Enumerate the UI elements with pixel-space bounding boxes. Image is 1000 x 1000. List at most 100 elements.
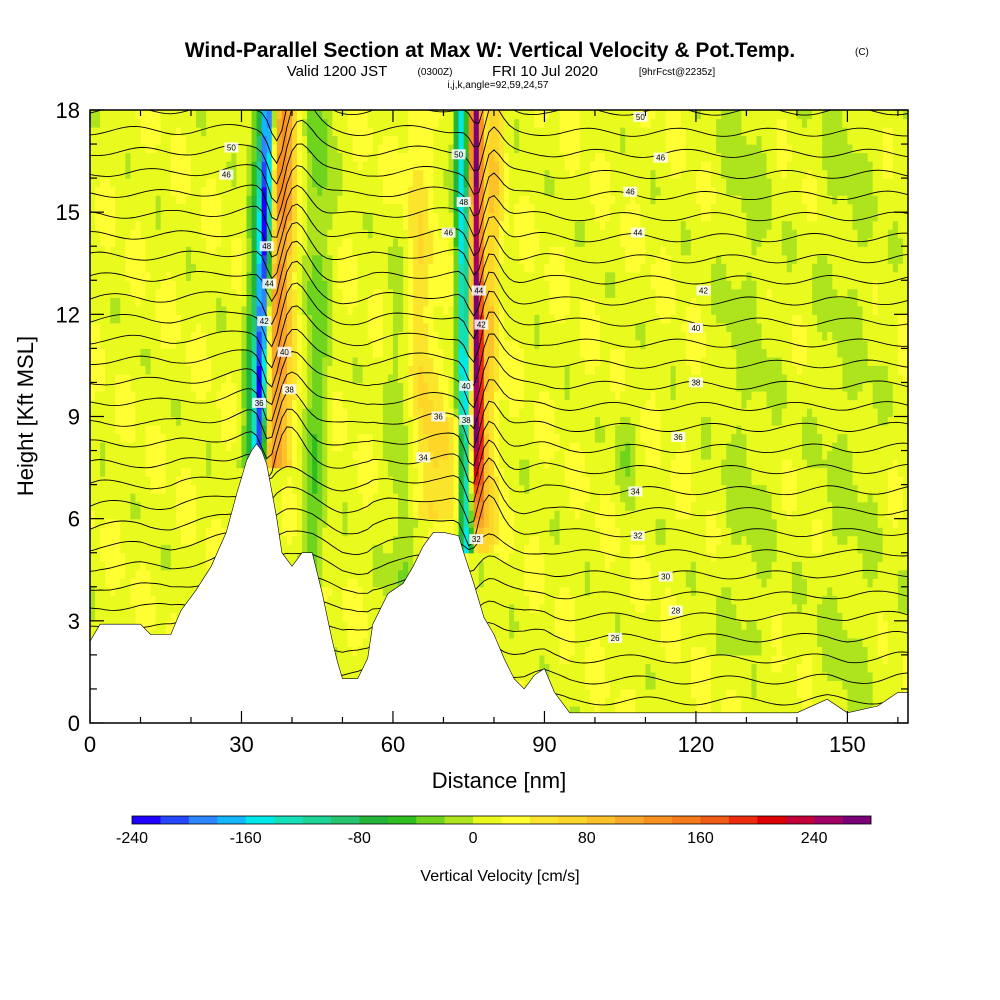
velocity-cell <box>322 314 328 324</box>
velocity-cell <box>175 578 182 588</box>
velocity-cell <box>312 144 318 154</box>
velocity-cell <box>90 493 96 503</box>
velocity-cell <box>201 229 207 239</box>
velocity-cell <box>398 280 404 290</box>
velocity-cell <box>281 501 288 511</box>
velocity-cell <box>347 161 354 171</box>
velocity-cell <box>367 229 374 239</box>
velocity-cell <box>246 288 253 298</box>
velocity-cell <box>206 246 212 256</box>
velocity-cell <box>90 569 96 579</box>
velocity-cell <box>317 578 323 588</box>
velocity-cell <box>281 450 288 460</box>
velocity-cell <box>140 305 147 315</box>
velocity-cell <box>392 501 399 511</box>
velocity-cell <box>120 356 126 367</box>
velocity-cell <box>231 186 238 196</box>
velocity-cell <box>216 178 222 188</box>
velocity-cell <box>312 390 318 401</box>
velocity-cell <box>165 135 172 145</box>
velocity-cell <box>297 535 303 545</box>
velocity-cell <box>185 527 192 537</box>
velocity-cell <box>110 263 116 273</box>
velocity-cell <box>332 578 339 588</box>
velocity-cell <box>110 331 116 341</box>
velocity-cell <box>367 535 374 545</box>
velocity-cell <box>322 169 328 179</box>
velocity-cell <box>206 254 212 264</box>
velocity-cell <box>145 450 152 460</box>
velocity-cell <box>175 552 182 562</box>
velocity-cell <box>352 237 359 247</box>
velocity-cell <box>413 229 419 239</box>
velocity-cell <box>271 203 278 213</box>
velocity-cell <box>372 612 379 622</box>
velocity-cell <box>337 654 344 664</box>
velocity-cell <box>392 518 399 528</box>
velocity-cell <box>398 450 404 460</box>
velocity-cell <box>201 382 207 392</box>
velocity-cell <box>408 212 414 222</box>
velocity-cell <box>196 399 202 409</box>
velocity-cell <box>256 442 263 452</box>
velocity-cell <box>190 501 197 511</box>
velocity-cell <box>423 110 429 120</box>
velocity-cell <box>211 510 217 520</box>
velocity-cell <box>201 518 207 528</box>
velocity-cell <box>170 178 177 188</box>
velocity-cell <box>403 288 409 298</box>
velocity-cell <box>362 144 369 154</box>
velocity-cell <box>110 254 116 264</box>
velocity-cell <box>95 229 101 239</box>
velocity-cell <box>170 271 177 281</box>
velocity-cell <box>392 246 399 256</box>
velocity-cell <box>372 348 379 358</box>
velocity-cell <box>403 339 409 349</box>
velocity-cell <box>312 459 318 469</box>
velocity-cell <box>140 339 147 349</box>
velocity-cell <box>256 220 263 230</box>
velocity-cell <box>398 493 404 503</box>
velocity-cell <box>120 254 126 264</box>
velocity-cell <box>140 280 147 290</box>
velocity-cell <box>307 314 313 324</box>
velocity-cell <box>271 161 278 171</box>
velocity-cell <box>201 246 207 256</box>
velocity-cell <box>256 161 263 171</box>
velocity-cell <box>256 246 263 256</box>
velocity-cell <box>271 254 278 264</box>
velocity-cell <box>120 612 126 622</box>
velocity-cell <box>408 535 414 545</box>
velocity-cell <box>251 322 258 332</box>
velocity-cell <box>120 161 126 171</box>
velocity-cell <box>170 314 177 324</box>
velocity-cell <box>266 127 273 137</box>
velocity-cell <box>382 484 389 494</box>
velocity-cell <box>337 476 344 486</box>
velocity-cell <box>175 569 182 579</box>
velocity-cell <box>130 612 137 622</box>
velocity-cell <box>382 382 389 392</box>
velocity-cell <box>327 322 333 332</box>
velocity-cell <box>90 203 96 213</box>
velocity-cell <box>165 110 172 120</box>
velocity-cell <box>206 237 212 247</box>
velocity-cell <box>211 305 217 315</box>
velocity-cell <box>165 467 172 477</box>
velocity-cell <box>433 152 440 162</box>
velocity-cell <box>180 544 187 554</box>
velocity-cell <box>130 552 137 562</box>
velocity-cell <box>165 365 172 375</box>
velocity-cell <box>130 518 137 528</box>
velocity-cell <box>322 263 328 273</box>
velocity-cell <box>392 569 399 579</box>
velocity-cell <box>246 442 253 452</box>
velocity-cell <box>403 527 409 537</box>
velocity-cell <box>185 331 192 341</box>
velocity-cell <box>100 501 106 511</box>
velocity-cell <box>413 433 419 443</box>
velocity-cell <box>120 322 126 332</box>
velocity-cell <box>357 484 364 494</box>
velocity-cell <box>246 195 253 205</box>
velocity-cell <box>246 348 253 358</box>
